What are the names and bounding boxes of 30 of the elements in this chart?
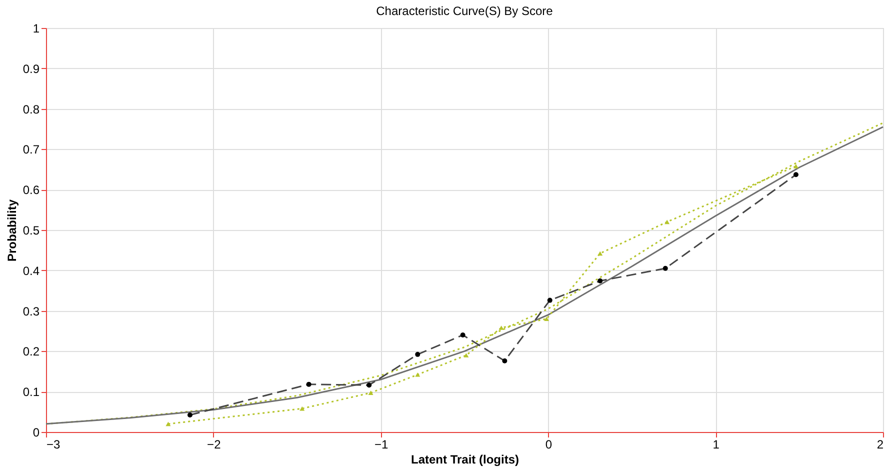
y-tick-label: 0.6 bbox=[22, 183, 40, 198]
x-tick-label: −1 bbox=[374, 438, 388, 452]
point bbox=[664, 220, 670, 224]
point bbox=[464, 353, 469, 358]
point bbox=[368, 390, 374, 395]
y-tick-label: 1 bbox=[32, 22, 40, 36]
point bbox=[166, 422, 171, 426]
y-tick-label: 0.1 bbox=[22, 385, 40, 400]
point bbox=[415, 372, 420, 377]
x-tick-label: 1 bbox=[712, 438, 720, 452]
x-tick-label: −3 bbox=[46, 438, 61, 452]
y-tick-label: 0.8 bbox=[22, 102, 40, 116]
y-tick-label: 0.5 bbox=[22, 224, 40, 238]
chart-title: Characteristic Curve(S) By Score bbox=[376, 4, 554, 18]
x-axis-title: Latent Trait (logits) bbox=[411, 452, 520, 466]
x-tick-label: −2 bbox=[207, 438, 222, 452]
y-tick-label: 0 bbox=[32, 426, 40, 440]
y-tick-label: 0.2 bbox=[22, 344, 40, 359]
point bbox=[498, 326, 504, 330]
y-tick-label: 0.3 bbox=[22, 304, 40, 318]
x-tick-label: 0 bbox=[545, 438, 552, 452]
x-tick-label: 2 bbox=[876, 438, 884, 452]
y-tick-label: 0.9 bbox=[22, 62, 40, 76]
point bbox=[544, 316, 550, 322]
y-tick-label: 0.4 bbox=[22, 264, 40, 278]
point bbox=[300, 406, 305, 411]
y-axis-title: Probability bbox=[4, 199, 19, 262]
point bbox=[793, 164, 798, 168]
point bbox=[598, 251, 603, 256]
y-tick-label: 0.7 bbox=[22, 142, 40, 157]
